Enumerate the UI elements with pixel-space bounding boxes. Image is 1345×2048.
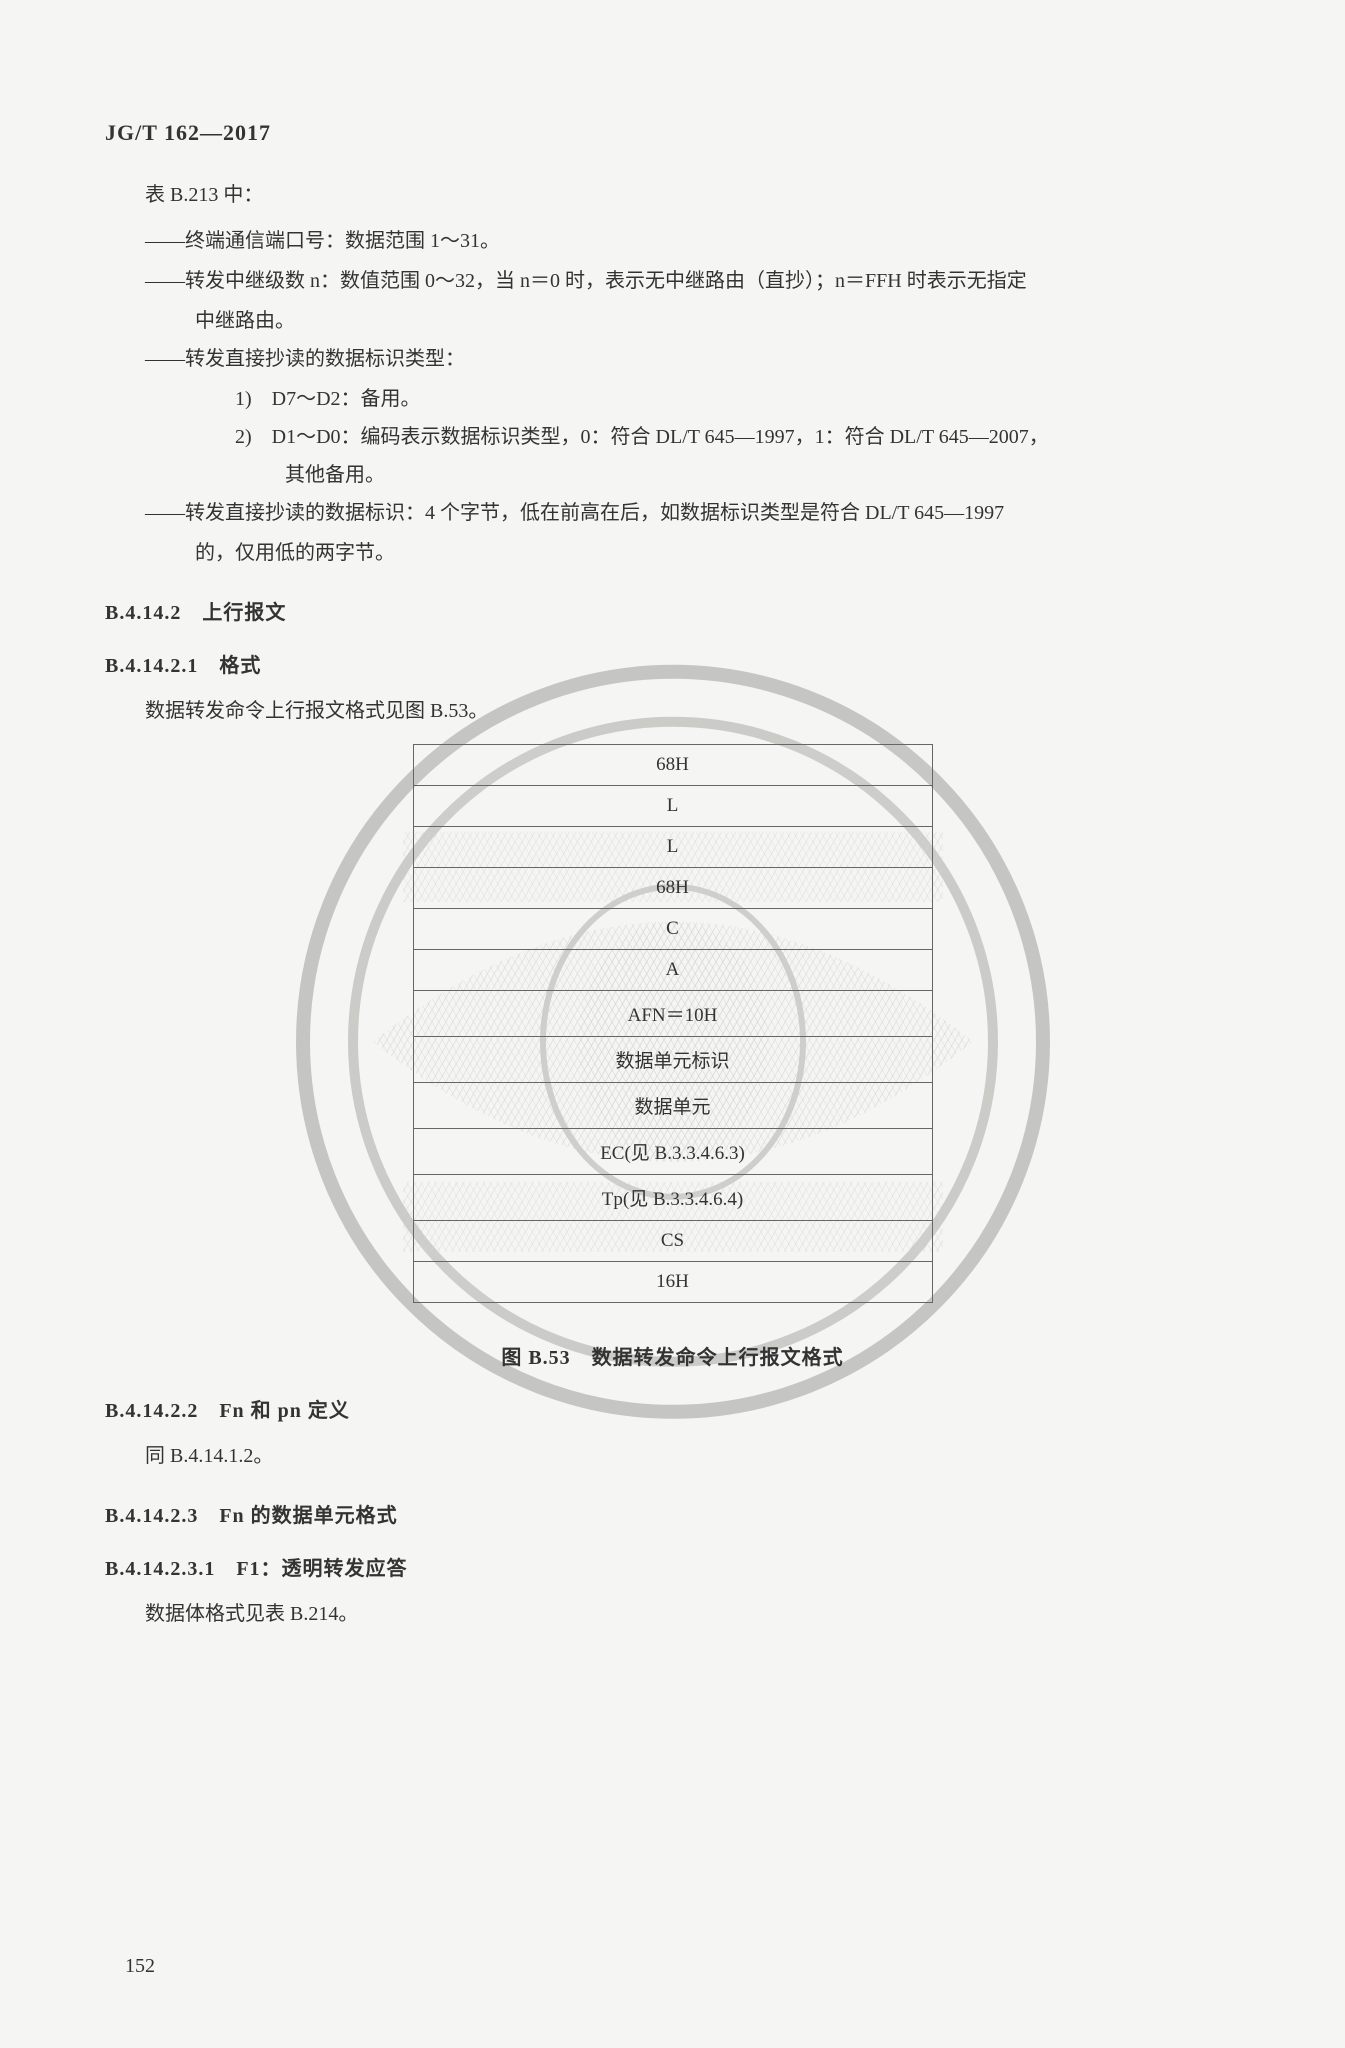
table-row: CS — [413, 1221, 932, 1262]
bullet-2: 转发中继级数 n：数值范围 0～32，当 n＝0 时，表示无中继路由（直抄）；n… — [145, 262, 1240, 300]
bullet-3: 转发直接抄读的数据标识类型： — [145, 340, 1240, 378]
bullet-4-text: 转发直接抄读的数据标识：4 个字节，低在前高在后，如数据标识类型是符合 DL/T… — [185, 502, 1004, 524]
table-row: A — [413, 950, 932, 991]
standard-id: JG/T 162—2017 — [105, 120, 1240, 146]
page-number: 152 — [125, 1955, 155, 1978]
body-b41421: 数据转发命令上行报文格式见图 B.53。 — [145, 692, 1240, 730]
cell: CS — [413, 1221, 932, 1262]
cell: EC(见 B.3.3.4.6.3) — [413, 1129, 932, 1175]
bullet-2-text: 转发中继级数 n：数值范围 0～32，当 n＝0 时，表示无中继路由（直抄）；n… — [185, 270, 1027, 292]
bullet-3-text: 转发直接抄读的数据标识类型： — [185, 348, 465, 370]
figure-b53-wrap: 68H L L 68H C A AFN＝10H 数据单元标识 数据单元 EC(见… — [105, 744, 1240, 1370]
figure-caption: 图 B.53 数据转发命令上行报文格式 — [501, 1341, 843, 1370]
table-row: AFN＝10H — [413, 991, 932, 1037]
bullet-3-sub2-cont: 其他备用。 — [285, 456, 1240, 494]
bullet-1: 终端通信端口号：数据范围 1～31。 — [145, 222, 1240, 260]
heading-b41421: B.4.14.2.1 格式 — [105, 649, 1240, 678]
cell: 数据单元标识 — [413, 1037, 932, 1083]
cell: L — [413, 827, 932, 868]
cell: 数据单元 — [413, 1083, 932, 1129]
cell: Tp(见 B.3.3.4.6.4) — [413, 1175, 932, 1221]
table-row: L — [413, 827, 932, 868]
heading-b4142: B.4.14.2 上行报文 — [105, 596, 1240, 625]
table-row: EC(见 B.3.3.4.6.3) — [413, 1129, 932, 1175]
table-row: C — [413, 909, 932, 950]
body-b41422: 同 B.4.14.1.2。 — [145, 1437, 1240, 1475]
table-row: Tp(见 B.3.3.4.6.4) — [413, 1175, 932, 1221]
cell: 16H — [413, 1262, 932, 1303]
table-row: 数据单元 — [413, 1083, 932, 1129]
cell: A — [413, 950, 932, 991]
frame-format-table: 68H L L 68H C A AFN＝10H 数据单元标识 数据单元 EC(见… — [413, 744, 933, 1303]
heading-b41423: B.4.14.2.3 Fn 的数据单元格式 — [105, 1499, 1240, 1528]
intro-text: 表 B.213 中： — [145, 176, 1240, 214]
bullet-4-cont: 的，仅用低的两字节。 — [195, 534, 1240, 572]
table-row: 68H — [413, 868, 932, 909]
table-row: 数据单元标识 — [413, 1037, 932, 1083]
bullet-4: 转发直接抄读的数据标识：4 个字节，低在前高在后，如数据标识类型是符合 DL/T… — [145, 494, 1240, 532]
table-row: 16H — [413, 1262, 932, 1303]
cell: C — [413, 909, 932, 950]
bullet-2-cont: 中继路由。 — [195, 302, 1240, 340]
cell: AFN＝10H — [413, 991, 932, 1037]
heading-b414231: B.4.14.2.3.1 F1：透明转发应答 — [105, 1552, 1240, 1581]
cell: 68H — [413, 868, 932, 909]
heading-b41422: B.4.14.2.2 Fn 和 pn 定义 — [105, 1394, 1240, 1423]
bullet-3-sub2: 2) D1～D0：编码表示数据标识类型，0：符合 DL/T 645—1997，1… — [235, 418, 1240, 456]
table-row: L — [413, 786, 932, 827]
body-b414231: 数据体格式见表 B.214。 — [145, 1595, 1240, 1633]
cell: 68H — [413, 745, 932, 786]
bullet-3-sub1: 1) D7～D2：备用。 — [235, 380, 1240, 418]
table-row: 68H — [413, 745, 932, 786]
cell: L — [413, 786, 932, 827]
bullet-1-text: 终端通信端口号：数据范围 1～31。 — [185, 230, 500, 252]
